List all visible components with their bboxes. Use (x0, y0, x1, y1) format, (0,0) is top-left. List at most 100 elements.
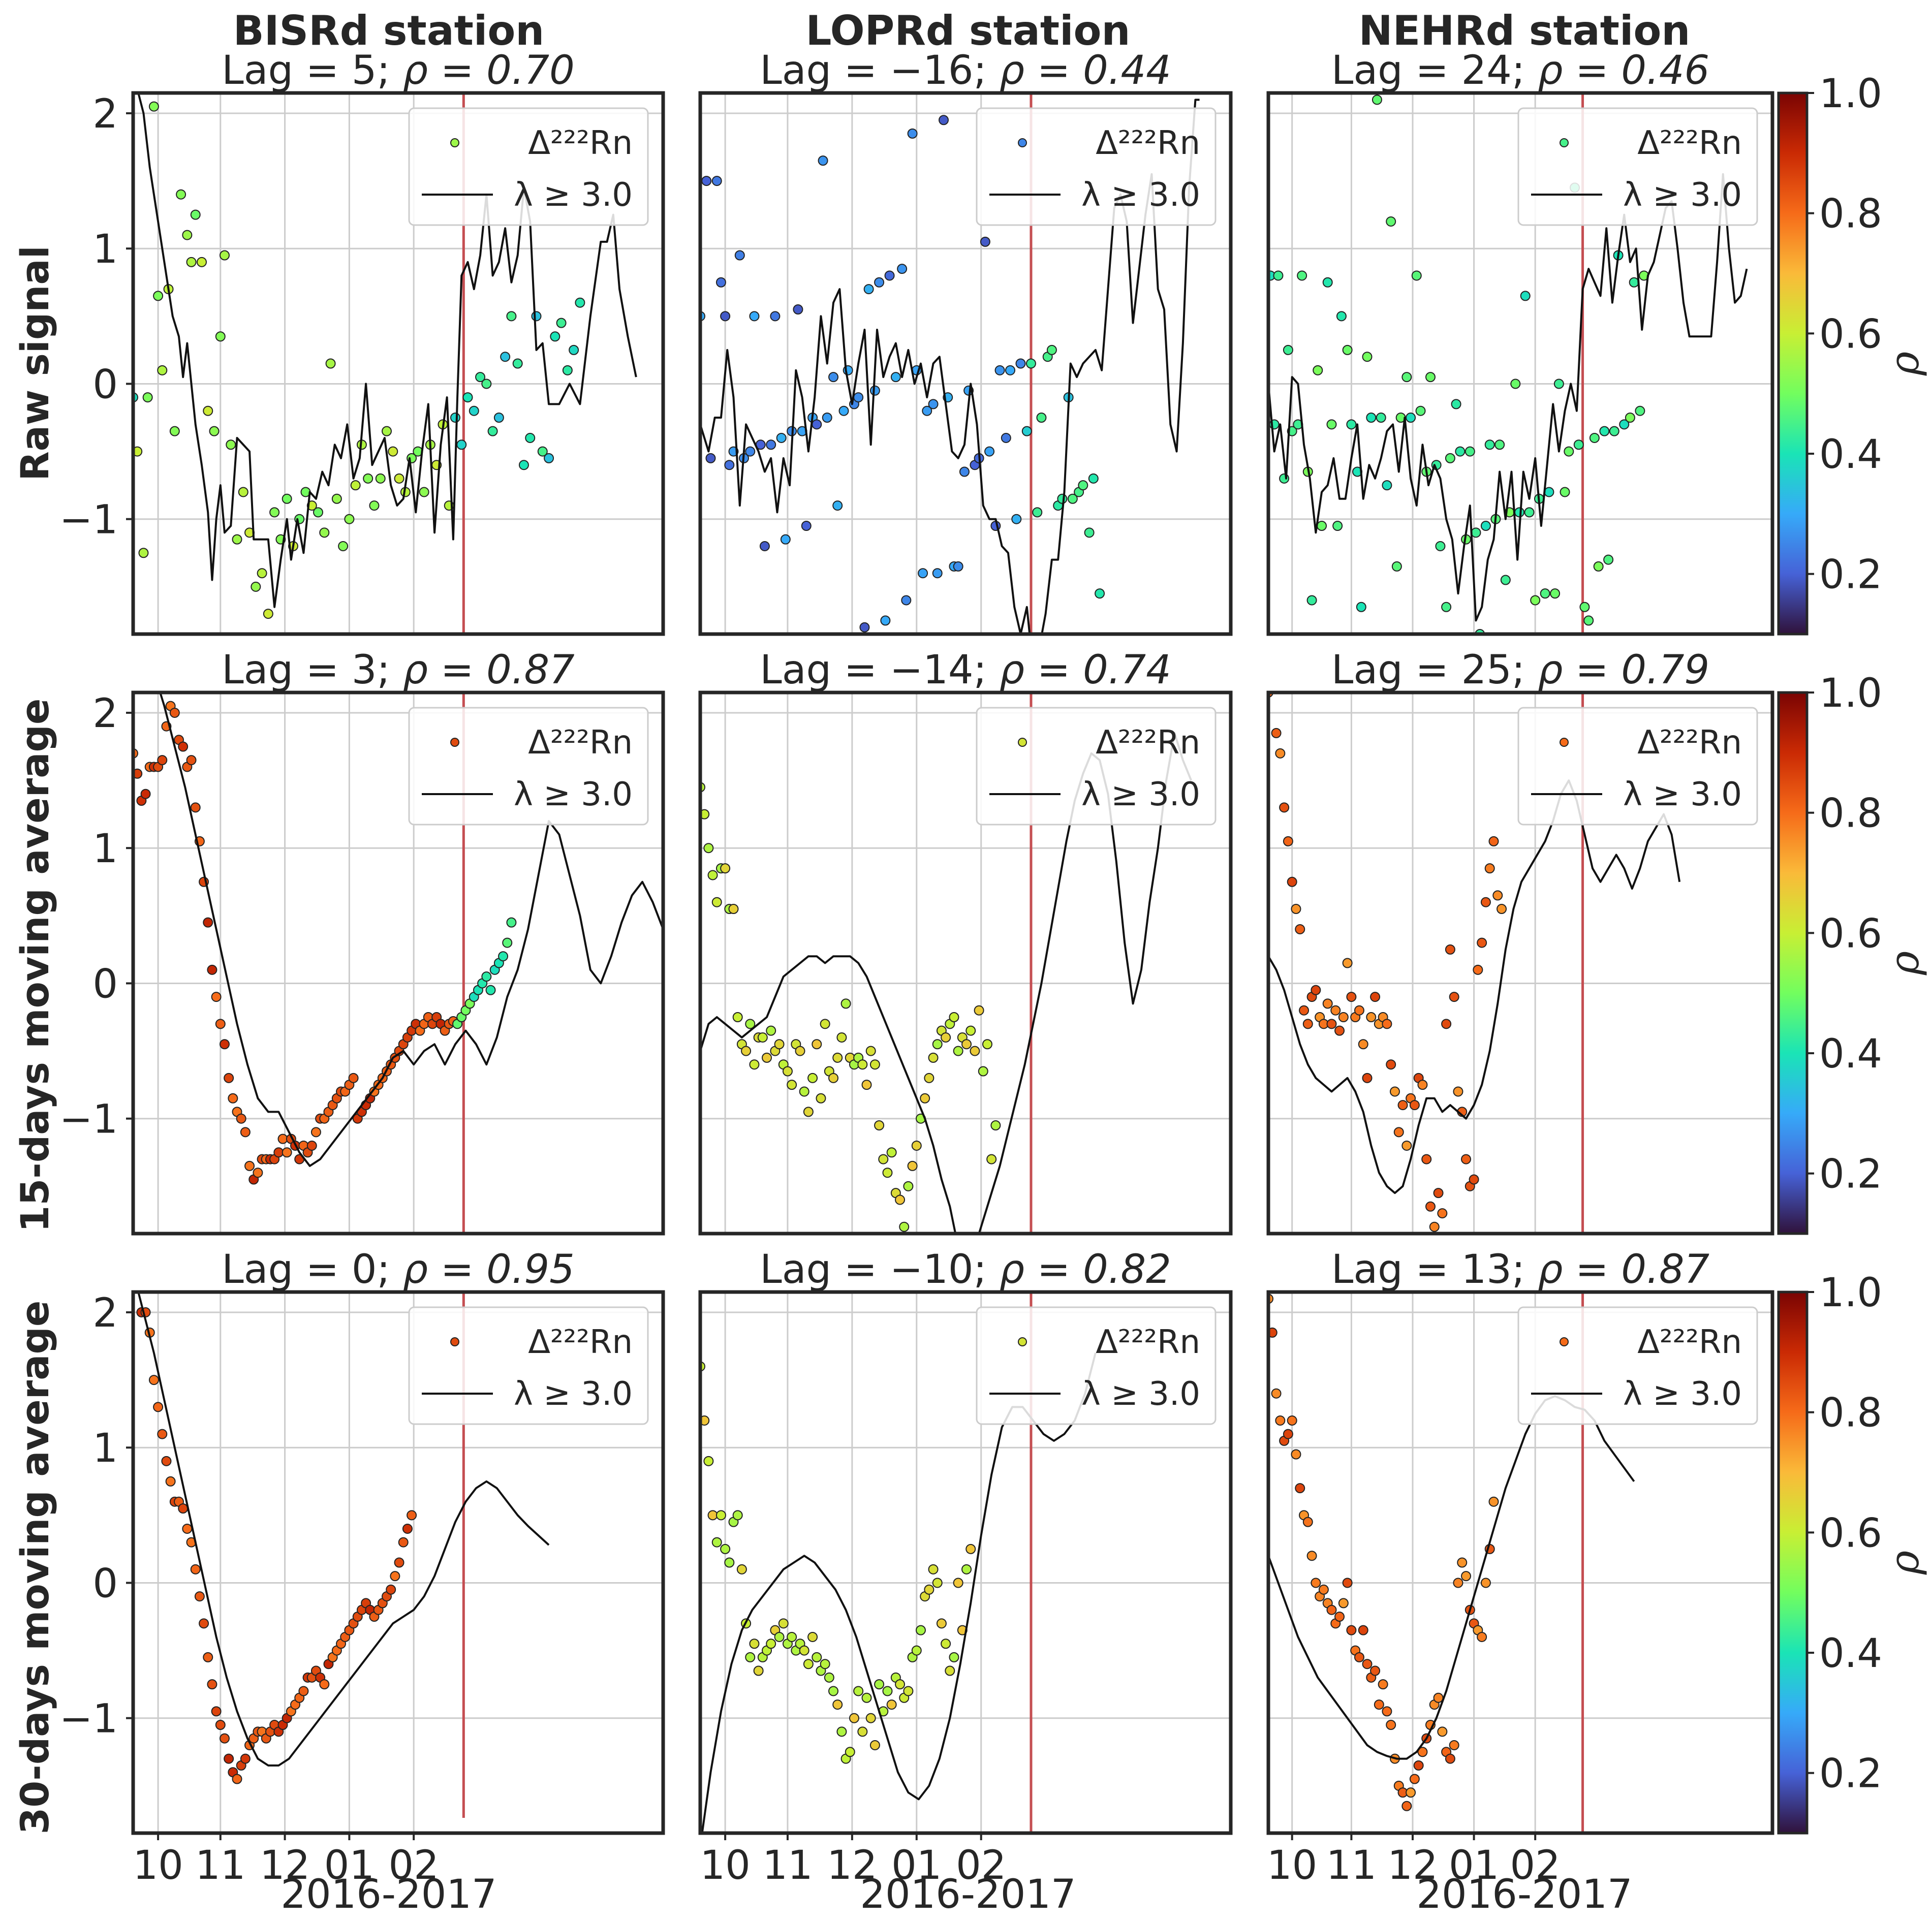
colorbar-tick-label: 0.4 (1819, 1631, 1882, 1677)
scatter-point (176, 189, 186, 200)
scatter-point (469, 405, 479, 416)
scatter-point (924, 1584, 934, 1595)
scatter-point (922, 405, 932, 416)
axes-frame (1266, 91, 1774, 636)
scatter-point (1342, 1578, 1353, 1588)
scatter-point (331, 493, 342, 504)
scatter-point (1005, 365, 1016, 375)
scatter-point (1287, 876, 1297, 887)
lag-text: Lag = −14; (760, 647, 999, 693)
scatter-point (1046, 344, 1057, 355)
scatter-point (253, 1168, 263, 1178)
plot-area (136, 1292, 550, 1784)
scatter-point (1429, 1221, 1440, 1232)
scatter-point (816, 1093, 826, 1104)
row-label-15day: 15-days moving average (12, 699, 57, 1233)
scatter-point (178, 741, 189, 752)
rho-text: ρ = 0.46 (1538, 48, 1709, 93)
scatter-point (1275, 1415, 1286, 1426)
legend-label-rn: Δ²²²Rn (1637, 724, 1742, 762)
scatter-point (741, 1046, 752, 1056)
scatter-point (1338, 1598, 1349, 1609)
scatter-point (240, 1127, 251, 1138)
scatter-point (745, 1652, 756, 1662)
row-label-30day: 30-days moving average (12, 1301, 57, 1835)
scatter-point (502, 937, 513, 948)
scatter-point (1464, 446, 1475, 457)
scatter-point (787, 1080, 797, 1090)
legend: Δ²²²Rn λ ≥ 3.0 (976, 707, 1217, 826)
scatter-point (481, 379, 492, 389)
scatter-point (1366, 413, 1377, 423)
plot-area (700, 99, 1200, 634)
scatter-point (928, 1564, 939, 1574)
scatter-point (984, 446, 995, 457)
lag-text: Lag = 3; (222, 647, 402, 693)
scatter-series (136, 1307, 417, 1784)
scatter-series (700, 1361, 976, 1764)
scatter-point (1078, 480, 1088, 491)
lag-text: Lag = 13; (1331, 1247, 1538, 1293)
scatter-point (749, 311, 760, 322)
scatter-point (838, 405, 849, 416)
axes-frame (131, 690, 665, 1236)
scatter-point (500, 352, 511, 362)
scatter-point (325, 358, 336, 369)
legend-box (1517, 707, 1758, 826)
x-tick-label: 12 (827, 1843, 877, 1888)
scatter-point (462, 392, 473, 403)
scatter-point (1435, 541, 1446, 551)
scatter-point (818, 155, 828, 166)
scatter-point (338, 541, 349, 551)
scatter-point (178, 1503, 189, 1514)
scatter-point (1354, 1652, 1364, 1662)
scatter-point (456, 439, 467, 450)
scatter-point (1397, 1100, 1408, 1111)
scatter-point (1295, 924, 1305, 934)
scatter-point (182, 1523, 193, 1534)
scatter-point (970, 1046, 980, 1056)
x-axis-label-col2: 2016-2017 (860, 1872, 1076, 1917)
scatter-point (203, 1652, 213, 1662)
scatter-point (203, 917, 213, 928)
scatter-point (880, 615, 891, 626)
grid (133, 692, 663, 1234)
scatter-point (903, 1181, 914, 1191)
scatter-point (273, 1147, 284, 1158)
plot-area (133, 692, 663, 1185)
scatter-point (562, 365, 573, 375)
colorbar-tick-label: 0.6 (1819, 911, 1882, 957)
colorbar-tick-label: 1.0 (1819, 1270, 1882, 1316)
scatter-point (700, 1415, 710, 1426)
scatter-series (700, 115, 1105, 633)
scatter-point (157, 755, 168, 766)
scatter-point (1453, 1578, 1463, 1588)
scatter-point (863, 284, 874, 295)
scatter-point (774, 1039, 785, 1050)
scatter-point (190, 802, 201, 813)
scatter-point (1332, 521, 1343, 531)
y-tick-label: 1 (92, 826, 118, 872)
plot-area (133, 93, 637, 619)
scatter-point (1409, 1774, 1420, 1784)
scatter-point (915, 1625, 926, 1635)
scatter-point (803, 1659, 814, 1670)
scatter-point (907, 128, 918, 139)
panel-r0-c0: Lag = 5; ρ = 0.70 Δ²²²Rn λ ≥ 3.0 2 1 0 −1 (59, 48, 665, 636)
legend-marker-scatter (450, 738, 459, 747)
scatter-point (749, 1639, 760, 1649)
panel-r1-c1: Lag = −14; ρ = 0.74 Δ²²²Rn λ ≥ 3.0 (698, 647, 1233, 1236)
scatter-point (703, 1456, 714, 1466)
scatter-point (1573, 439, 1584, 450)
scatter-point (980, 236, 990, 247)
scatter-point (878, 1154, 889, 1164)
legend-box (976, 107, 1217, 226)
scatter-point (575, 297, 585, 308)
scatter-point (1322, 277, 1333, 288)
scatter-point (232, 1774, 242, 1784)
scatter-point (965, 1544, 976, 1554)
legend: Δ²²²Rn λ ≥ 3.0 (408, 107, 649, 226)
scatter-point (812, 1652, 822, 1662)
